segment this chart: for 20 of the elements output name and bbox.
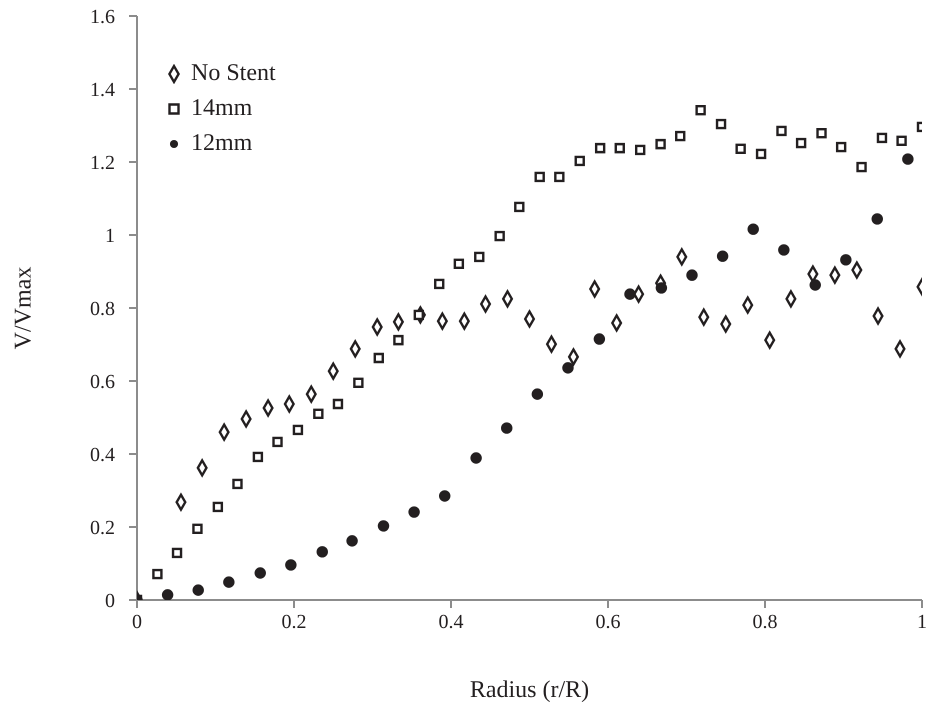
- y-tick-label: 0: [105, 590, 115, 612]
- x-tick-label: 0.6: [596, 611, 620, 634]
- x-axis-title: Radius (r/R): [470, 677, 590, 704]
- y-tick-label: 1: [105, 225, 115, 248]
- y-tick-label: 0.2: [90, 517, 115, 540]
- x-tick-label: 1: [917, 611, 927, 634]
- y-tick-label: 0.6: [90, 371, 115, 394]
- legend-label: 14mm: [191, 95, 252, 122]
- y-tick-label: 0.4: [90, 444, 115, 466]
- y-axis-title: V/Vmax: [10, 266, 37, 350]
- x-tick-label: 0.2: [282, 611, 306, 634]
- legend-label: No Stent: [191, 60, 276, 87]
- x-tick-label: 0.4: [438, 611, 464, 634]
- y-tick-label: 0.8: [90, 298, 115, 320]
- x-tick-label: 0: [132, 611, 142, 634]
- y-tick-label: 1.6: [90, 6, 115, 28]
- y-tick-label: 1.4: [90, 79, 115, 102]
- y-tick-label: 1.2: [90, 152, 115, 174]
- legend-label: 12mm: [191, 130, 252, 157]
- x-tick-label: 0.8: [752, 611, 778, 634]
